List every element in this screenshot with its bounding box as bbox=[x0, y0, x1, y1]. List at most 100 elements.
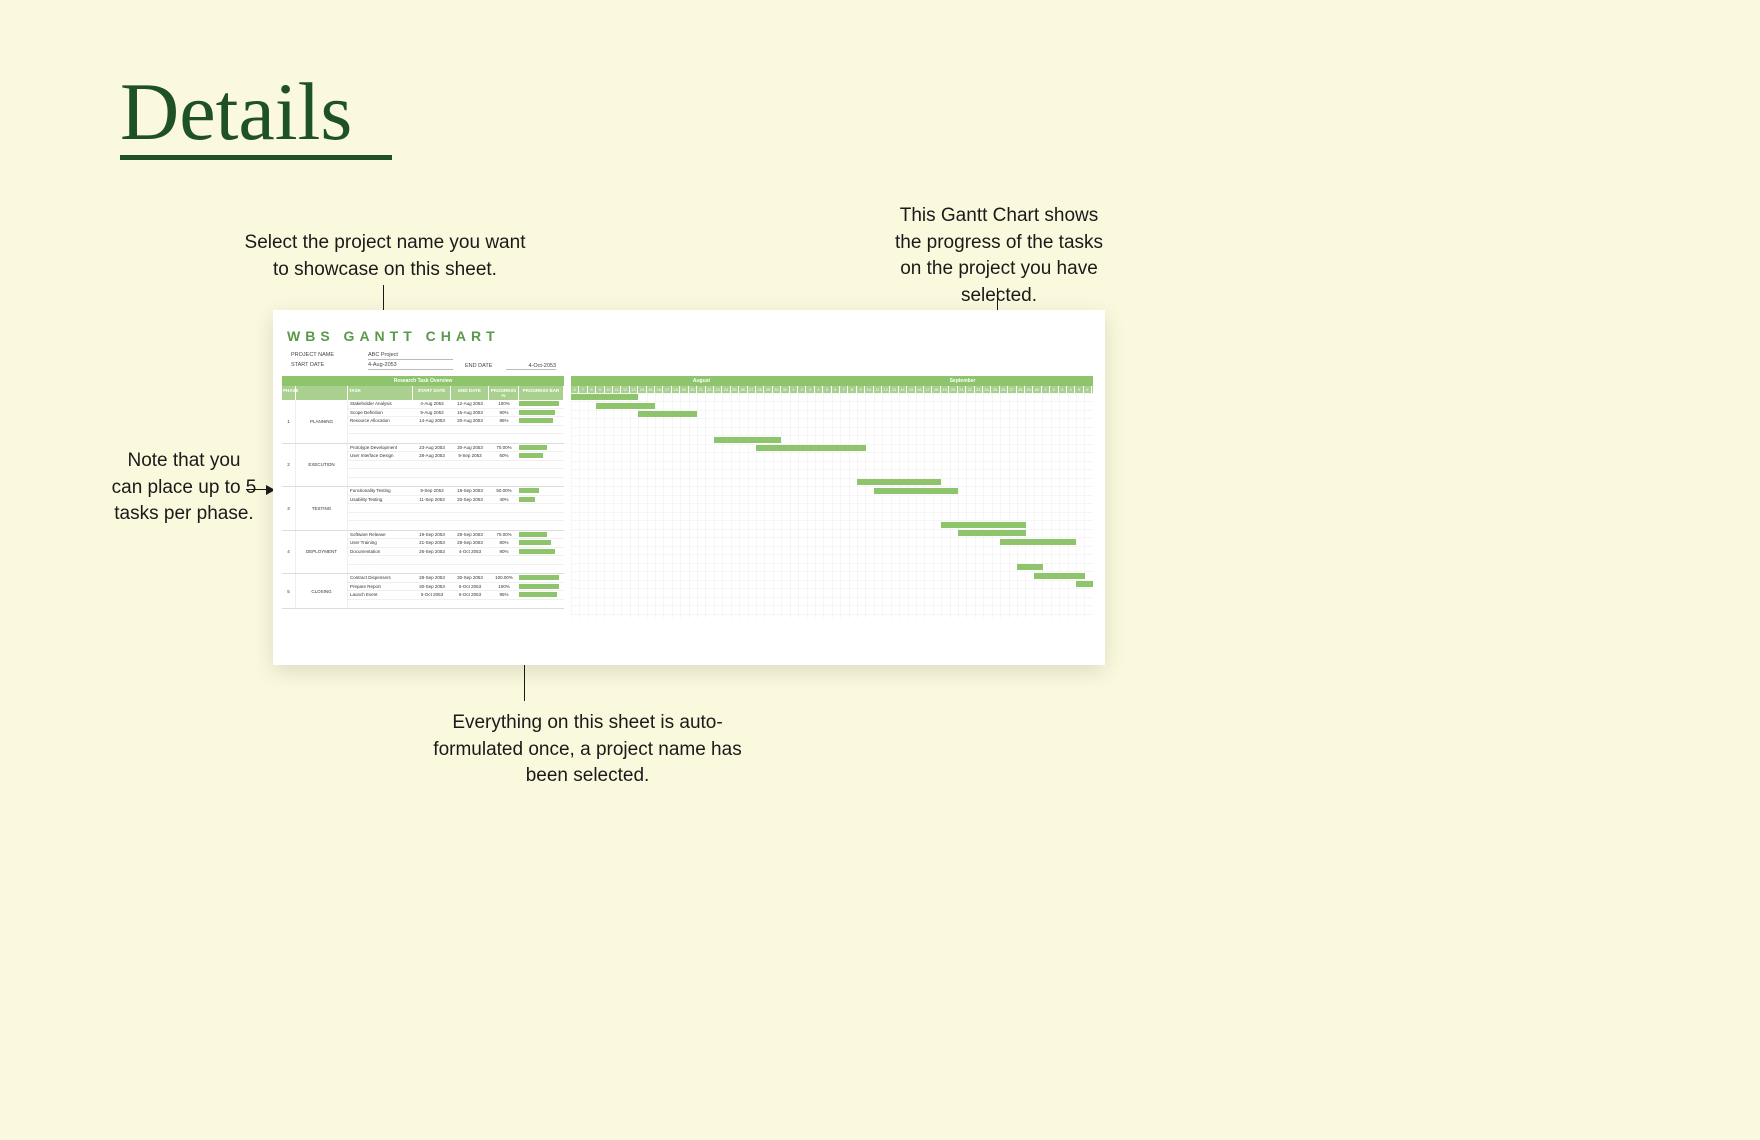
tasks-col: Contract Dispensers 28-Sep 2053 30-Sep 2… bbox=[348, 574, 564, 608]
annotation-bottom: Everything on this sheet is auto-formula… bbox=[415, 710, 760, 790]
gantt-day: 10 bbox=[605, 386, 613, 393]
gantt-bar bbox=[596, 403, 655, 409]
gantt-day: 28 bbox=[756, 386, 764, 393]
gantt-day: 22 bbox=[706, 386, 714, 393]
task-row: Launch Event 5-Oct 2053 6-Oct 2053 95% bbox=[348, 591, 564, 600]
table-title: Research Task Overview bbox=[282, 376, 564, 386]
task-row: Software Release 19-Sep 2053 28-Sep 2053… bbox=[348, 531, 564, 540]
spreadsheet: WBS GANTT CHART PROJECT NAME START DATE … bbox=[273, 310, 1105, 665]
gantt-day: 21 bbox=[697, 386, 705, 393]
cell-task: Prototype Development bbox=[348, 445, 413, 450]
task-row: Contract Dispensers 28-Sep 2053 30-Sep 2… bbox=[348, 574, 564, 583]
gantt-day: 12 bbox=[621, 386, 629, 393]
cell-end: 6-Oct 2053 bbox=[451, 592, 489, 597]
cell-start: 4-Aug 2053 bbox=[413, 401, 451, 406]
cell-pct: 90% bbox=[489, 549, 519, 554]
gantt-day: 30 bbox=[773, 386, 781, 393]
gantt-day: 24 bbox=[983, 386, 991, 393]
cell-end: 30-Aug 2053 bbox=[451, 445, 489, 450]
gantt-day: 13 bbox=[890, 386, 898, 393]
gantt-month: September bbox=[832, 376, 1093, 386]
cell-pct: 100% bbox=[489, 584, 519, 589]
cell-bar bbox=[519, 549, 564, 554]
phase-num: 4 bbox=[282, 531, 296, 574]
label-project-name: PROJECT NAME bbox=[291, 352, 334, 358]
cell-start: 5-Oct 2053 bbox=[413, 592, 451, 597]
th-start: START DATE bbox=[413, 386, 451, 400]
gantt-bar bbox=[571, 394, 638, 400]
gantt-day: 2 bbox=[1050, 386, 1058, 393]
gantt-day: 17 bbox=[924, 386, 932, 393]
cell-task: Contract Dispensers bbox=[348, 575, 413, 580]
gantt-day: 17 bbox=[663, 386, 671, 393]
cell-end: 9-Sep 2053 bbox=[451, 453, 489, 458]
cell-pct: 100% bbox=[489, 401, 519, 406]
cell-pct: 100.00% bbox=[489, 575, 519, 580]
task-row bbox=[348, 434, 564, 443]
phase-num: 1 bbox=[282, 400, 296, 443]
gantt-bar bbox=[874, 488, 958, 494]
gantt-bar bbox=[1034, 573, 1085, 579]
value-project-name[interactable]: ABC Project bbox=[368, 352, 453, 360]
gantt-day: 11 bbox=[874, 386, 882, 393]
gantt-day: 3 bbox=[806, 386, 814, 393]
cell-bar bbox=[519, 401, 564, 406]
cell-end: 20-Aug 2053 bbox=[451, 418, 489, 423]
phase-group: 5CLOSINGContract Dispensers 28-Sep 2053 … bbox=[282, 574, 564, 609]
th-phasename-empty bbox=[296, 386, 348, 400]
cell-bar bbox=[519, 488, 564, 493]
tasks-col: Stakeholder Analysis 4-Aug 2053 12-Aug 2… bbox=[348, 400, 564, 443]
gantt-day: 29 bbox=[764, 386, 772, 393]
cell-pct: 50.00% bbox=[489, 488, 519, 493]
cell-start: 28-Sep 2053 bbox=[413, 575, 451, 580]
annotation-left-1: Note that you bbox=[127, 450, 240, 471]
cell-bar bbox=[519, 575, 564, 580]
cell-task: Stakeholder Analysis bbox=[348, 401, 413, 406]
cell-end: 5-Oct 2053 bbox=[451, 584, 489, 589]
gantt-day: 19 bbox=[680, 386, 688, 393]
project-labels: PROJECT NAME START DATE bbox=[291, 352, 334, 372]
phase-name: DEPLOYMENT bbox=[296, 531, 348, 574]
cell-task: Usability Testing bbox=[348, 497, 413, 502]
gantt-day: 8 bbox=[588, 386, 596, 393]
phase-num: 5 bbox=[282, 574, 296, 608]
gantt-day: 14 bbox=[899, 386, 907, 393]
gantt-day: 18 bbox=[932, 386, 940, 393]
gantt-day: 20 bbox=[689, 386, 697, 393]
title-underline bbox=[120, 155, 392, 160]
cell-start: 9-Sep 2053 bbox=[413, 488, 451, 493]
gantt-bar bbox=[941, 522, 1025, 528]
gantt-day: 16 bbox=[916, 386, 924, 393]
phase-num: 2 bbox=[282, 444, 296, 487]
cell-end: 30-Sep 2053 bbox=[451, 575, 489, 580]
gantt-day: 15 bbox=[907, 386, 915, 393]
cell-end: 12-Aug 2053 bbox=[451, 401, 489, 406]
phase-group: 3TESTINGFunctionality Testing 9-Sep 2053… bbox=[282, 487, 564, 531]
task-row bbox=[348, 556, 564, 565]
gantt-bar bbox=[1000, 539, 1076, 545]
task-row: Documentation 26-Sep 2053 4-Oct 2053 90% bbox=[348, 548, 564, 557]
task-row: Stakeholder Analysis 4-Aug 2053 12-Aug 2… bbox=[348, 400, 564, 409]
value-start-date: 4-Aug-2053 bbox=[368, 362, 453, 370]
cell-start: 9-Aug 2053 bbox=[413, 410, 451, 415]
cell-bar bbox=[519, 445, 564, 450]
tasks-col: Functionality Testing 9-Sep 2053 18-Sep … bbox=[348, 487, 564, 530]
gantt-day: 26 bbox=[1000, 386, 1008, 393]
phase-group: 4DEPLOYMENTSoftware Release 19-Sep 2053 … bbox=[282, 531, 564, 575]
gantt-bar bbox=[857, 479, 941, 485]
gantt-day: 14 bbox=[638, 386, 646, 393]
cell-bar bbox=[519, 540, 564, 545]
gantt-day: 2 bbox=[798, 386, 806, 393]
cell-task: Software Release bbox=[348, 532, 413, 537]
gantt-day: 21 bbox=[958, 386, 966, 393]
gantt-bar bbox=[958, 530, 1025, 536]
gantt-day: 1 bbox=[790, 386, 798, 393]
gantt-day: 30 bbox=[1033, 386, 1041, 393]
th-phase: PHASE bbox=[282, 386, 296, 400]
phase-group: 1PLANNINGStakeholder Analysis 4-Aug 2053… bbox=[282, 400, 564, 444]
cell-end: 18-Sep 2053 bbox=[451, 488, 489, 493]
cell-start: 26-Sep 2053 bbox=[413, 549, 451, 554]
task-row bbox=[348, 521, 564, 530]
gantt-day: 22 bbox=[966, 386, 974, 393]
gantt-day: 4 bbox=[815, 386, 823, 393]
